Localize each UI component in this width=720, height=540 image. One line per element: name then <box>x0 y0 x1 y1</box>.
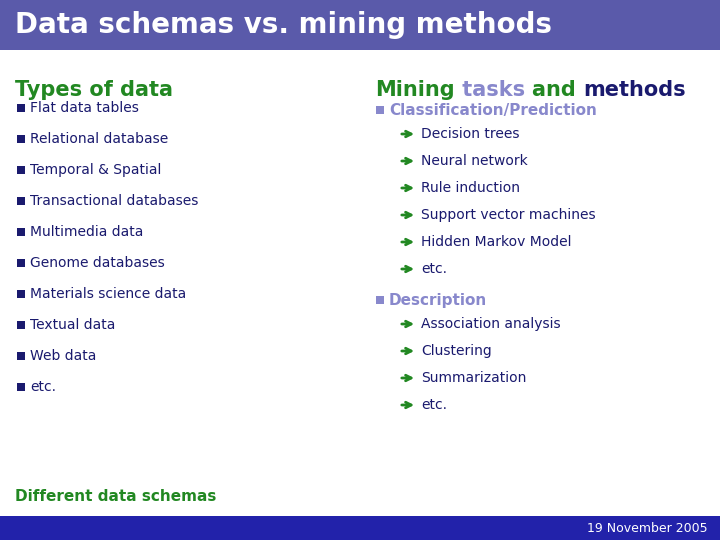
Text: Genome databases: Genome databases <box>30 256 165 270</box>
Text: etc.: etc. <box>30 380 56 394</box>
Text: Web data: Web data <box>30 349 96 363</box>
Text: Transactional databases: Transactional databases <box>30 194 199 208</box>
Bar <box>0 516 720 540</box>
Text: Data schemas vs. mining methods: Data schemas vs. mining methods <box>15 11 552 39</box>
Bar <box>17 135 25 143</box>
Text: etc.: etc. <box>421 398 447 412</box>
Bar <box>17 259 25 267</box>
Bar <box>17 104 25 112</box>
Bar <box>0 50 720 516</box>
Text: Rule induction: Rule induction <box>421 181 520 195</box>
Bar <box>376 296 384 304</box>
Text: Textual data: Textual data <box>30 318 115 332</box>
Text: Temporal & Spatial: Temporal & Spatial <box>30 163 161 177</box>
Text: Mining: Mining <box>375 80 454 100</box>
Bar <box>17 228 25 236</box>
Text: Support vector machines: Support vector machines <box>421 208 595 222</box>
Bar <box>0 0 720 50</box>
Text: Multimedia data: Multimedia data <box>30 225 143 239</box>
Bar <box>17 290 25 298</box>
Bar <box>17 383 25 391</box>
Text: Flat data tables: Flat data tables <box>30 101 139 115</box>
Text: Different data schemas: Different data schemas <box>15 489 217 504</box>
Text: Types of data: Types of data <box>15 80 173 100</box>
Text: Materials science data: Materials science data <box>30 287 186 301</box>
Text: Classification/Prediction: Classification/Prediction <box>389 103 597 118</box>
Text: Neural network: Neural network <box>421 154 528 168</box>
Bar <box>17 352 25 360</box>
Text: Decision trees: Decision trees <box>421 127 520 141</box>
Text: Clustering: Clustering <box>421 344 492 358</box>
Text: Association analysis: Association analysis <box>421 317 561 331</box>
Bar <box>17 166 25 174</box>
Text: Description: Description <box>389 293 487 307</box>
Text: Summarization: Summarization <box>421 371 526 385</box>
Bar <box>17 321 25 329</box>
Text: Hidden Markov Model: Hidden Markov Model <box>421 235 572 249</box>
Text: 19 November 2005: 19 November 2005 <box>588 522 708 535</box>
Bar <box>17 197 25 205</box>
Text: Relational database: Relational database <box>30 132 168 146</box>
Text: methods: methods <box>583 80 685 100</box>
Text: etc.: etc. <box>421 262 447 276</box>
Text: and: and <box>532 80 583 100</box>
Bar <box>376 106 384 114</box>
Text: tasks: tasks <box>454 80 532 100</box>
